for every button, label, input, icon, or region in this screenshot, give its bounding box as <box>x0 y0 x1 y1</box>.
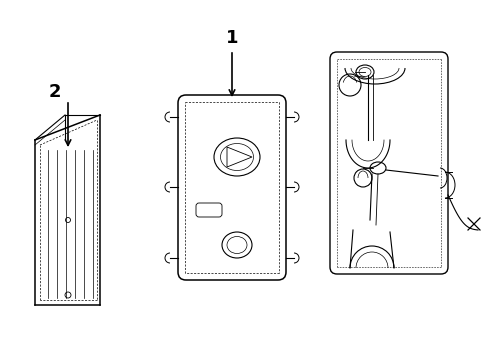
Text: 1: 1 <box>226 29 238 47</box>
Text: 2: 2 <box>49 83 61 101</box>
